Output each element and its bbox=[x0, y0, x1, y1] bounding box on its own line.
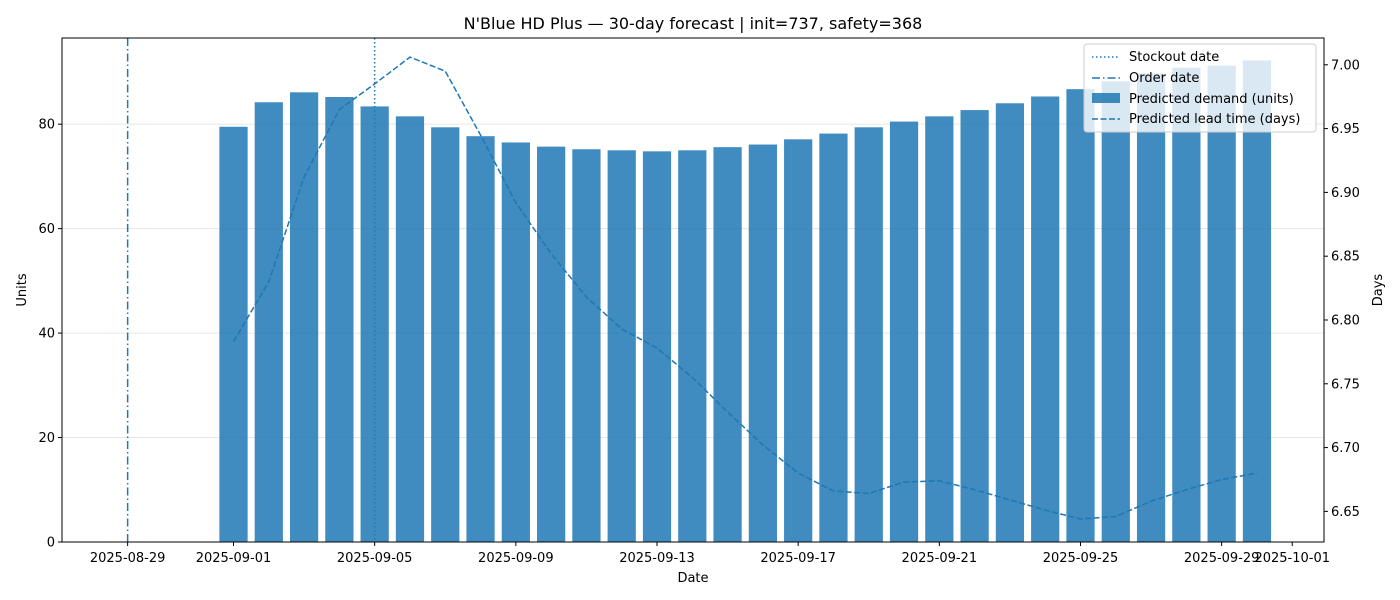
x-tick-label-0: 2025-08-29 bbox=[90, 551, 166, 566]
bar-2025-09-05 bbox=[360, 106, 389, 543]
bar-2025-09-15 bbox=[713, 147, 742, 542]
bar-2025-09-23 bbox=[995, 103, 1025, 542]
x-axis-ticks: 2025-08-29 2025-09-01 2025-09-05 2025-09-09… bbox=[90, 542, 1330, 566]
y2-axis-ticks: 6.65 6.70 6.75 6.80 6.85 6.90 6.95 7.00 bbox=[1324, 58, 1360, 520]
bar-2025-09-08 bbox=[466, 136, 495, 542]
y-tick-label-2: 40 bbox=[38, 327, 55, 342]
y2-tick-label-6: 6.95 bbox=[1331, 122, 1360, 137]
bar-2025-09-26 bbox=[1101, 81, 1130, 543]
bar-2025-09-13 bbox=[642, 151, 672, 542]
y-tick-label-4: 80 bbox=[38, 118, 55, 133]
y-tick-label-1: 20 bbox=[38, 431, 55, 446]
bar-2025-09-21 bbox=[925, 116, 954, 542]
legend-box bbox=[1083, 43, 1317, 133]
legend-label-lead-time: Predicted lead time (days) bbox=[1129, 112, 1300, 127]
x-tick-label-4: 2025-09-13 bbox=[619, 551, 695, 566]
y-tick-label-0: 0 bbox=[47, 536, 55, 551]
x-tick-label-2: 2025-09-05 bbox=[337, 551, 413, 566]
y2-tick-label-0: 6.65 bbox=[1331, 505, 1360, 520]
x-axis-label: Date bbox=[677, 571, 708, 586]
legend-label-stockout: Stockout date bbox=[1129, 50, 1219, 65]
bar-2025-09-03 bbox=[289, 92, 319, 542]
y2-tick-label-5: 6.90 bbox=[1331, 186, 1360, 201]
x-tick-label-6: 2025-09-21 bbox=[902, 551, 978, 566]
y-axis-label: Units bbox=[15, 273, 30, 306]
y-tick-label-3: 60 bbox=[38, 222, 55, 237]
y2-tick-label-1: 6.70 bbox=[1331, 441, 1360, 456]
bar-2025-09-07 bbox=[431, 127, 460, 542]
bar-2025-09-29 bbox=[1207, 65, 1236, 542]
x-tick-label-1: 2025-09-01 bbox=[196, 551, 272, 566]
lead-time-series-line bbox=[232, 56, 1258, 520]
bar-2025-09-09 bbox=[501, 142, 530, 542]
chart-title: N'Blue HD Plus — 30-day forecast | init=… bbox=[464, 14, 923, 33]
bar-2025-09-12 bbox=[607, 150, 636, 542]
x-tick-label-5: 2025-09-17 bbox=[760, 551, 836, 566]
x-tick-label-8: 2025-09-29 bbox=[1184, 551, 1260, 566]
bar-2025-09-30 bbox=[1242, 60, 1272, 542]
bar-2025-09-16 bbox=[748, 144, 777, 542]
y2-tick-label-3: 6.80 bbox=[1331, 313, 1360, 328]
legend-swatch-demand bbox=[1092, 93, 1120, 103]
lead-time-line bbox=[232, 56, 1258, 520]
demand-bars bbox=[219, 60, 1272, 543]
bar-2025-09-25 bbox=[1066, 89, 1095, 543]
x-tick-label-3: 2025-09-09 bbox=[478, 551, 554, 566]
x-tick-label-9: 2025-10-01 bbox=[1254, 551, 1330, 566]
bar-2025-09-19 bbox=[854, 127, 883, 542]
bar-2025-09-14 bbox=[678, 150, 707, 542]
plot-frame bbox=[61, 37, 1325, 543]
x-tick-label-7: 2025-09-25 bbox=[1043, 551, 1119, 566]
bar-2025-09-11 bbox=[572, 149, 601, 542]
legend-label-demand: Predicted demand (units) bbox=[1129, 92, 1294, 107]
bar-2025-09-18 bbox=[819, 133, 848, 542]
legend-label-order: Order date bbox=[1129, 71, 1199, 86]
bar-2025-09-17 bbox=[784, 139, 813, 543]
bar-2025-09-20 bbox=[889, 121, 919, 543]
bar-2025-09-22 bbox=[960, 110, 989, 542]
bar-2025-09-27 bbox=[1136, 73, 1166, 543]
bar-2025-09-06 bbox=[395, 116, 425, 542]
bar-2025-09-01 bbox=[219, 126, 248, 542]
y-axis-ticks: 0 20 40 60 80 bbox=[38, 118, 62, 551]
y2-tick-label-2: 6.75 bbox=[1331, 377, 1360, 392]
event-lines bbox=[126, 38, 376, 542]
bar-2025-09-02 bbox=[254, 102, 283, 542]
legend: Stockout date Order date Predicted deman… bbox=[1083, 43, 1317, 133]
y2-tick-label-4: 6.85 bbox=[1331, 250, 1360, 265]
bar-2025-09-28 bbox=[1172, 67, 1201, 542]
y2-axis-label: Days bbox=[1371, 274, 1386, 307]
bar-2025-09-10 bbox=[537, 146, 566, 542]
bar-2025-09-04 bbox=[325, 97, 354, 543]
y2-tick-label-7: 7.00 bbox=[1331, 58, 1360, 73]
bar-2025-09-24 bbox=[1031, 96, 1060, 543]
